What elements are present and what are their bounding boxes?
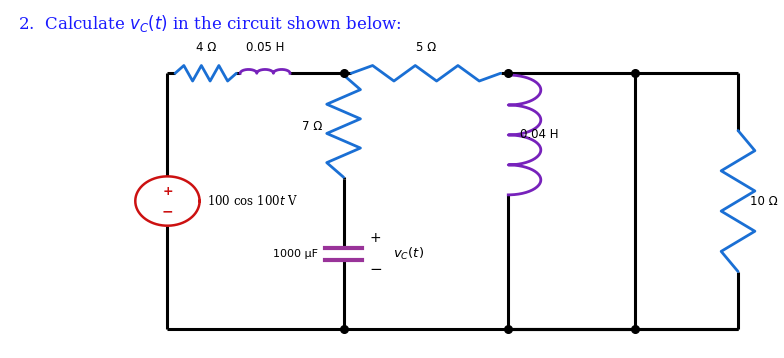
Text: 2.  Calculate $v_C(t)$ in the circuit shown below:: 2. Calculate $v_C(t)$ in the circuit sho… xyxy=(18,13,402,34)
Text: 7 Ω: 7 Ω xyxy=(302,120,322,132)
Text: 100 cos 100$t$ V: 100 cos 100$t$ V xyxy=(207,194,298,208)
Text: $v_C(t)$: $v_C(t)$ xyxy=(393,246,423,262)
Text: +: + xyxy=(162,185,172,198)
Text: 10 Ω: 10 Ω xyxy=(750,194,777,208)
Text: −: − xyxy=(369,262,383,277)
Text: 4 Ω: 4 Ω xyxy=(195,41,216,54)
Text: −: − xyxy=(162,204,173,218)
Text: 0.04 H: 0.04 H xyxy=(520,129,558,141)
Text: 0.05 H: 0.05 H xyxy=(246,41,285,54)
Text: 5 Ω: 5 Ω xyxy=(416,41,436,54)
Text: +: + xyxy=(369,231,381,245)
Text: 1000 μF: 1000 μF xyxy=(273,249,318,259)
